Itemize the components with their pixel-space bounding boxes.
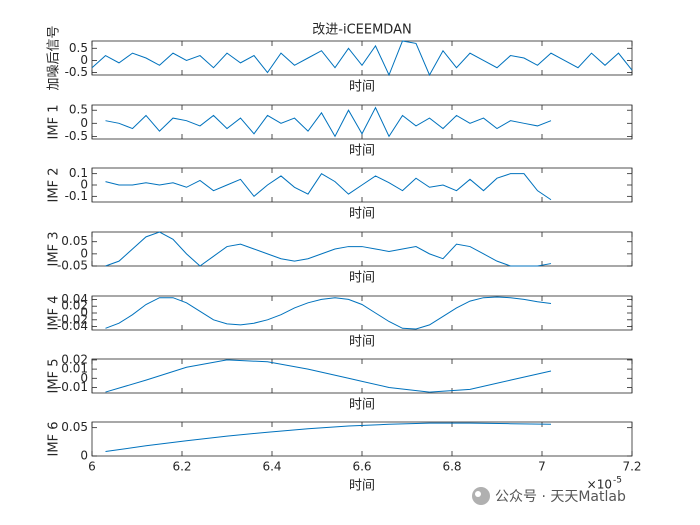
watermark-icon-dot <box>475 491 481 497</box>
x-tick-label: 6 <box>88 460 96 474</box>
y-tick-label: 0 <box>80 449 88 463</box>
x-axis-label: 时间 <box>349 80 375 95</box>
axes-box <box>91 358 633 394</box>
watermark-icon <box>472 487 490 505</box>
y-tick-label: 0 <box>80 306 88 320</box>
y-axis-label: IMF 1 <box>47 105 62 140</box>
y-tick-label: -0.04 <box>57 319 88 333</box>
y-tick-label: 0.05 <box>61 234 88 248</box>
axes-box <box>91 421 633 457</box>
x-tick-label: 6.4 <box>262 460 281 474</box>
series-line <box>105 231 552 267</box>
x-axis-label: 时间 <box>349 271 375 286</box>
series-line <box>91 40 633 77</box>
y-axis-label: IMF 5 <box>47 359 62 394</box>
x-axis-label: 时间 <box>349 335 375 350</box>
x-axis-label: 时间 <box>349 144 375 159</box>
x-tick-label: 7 <box>538 460 546 474</box>
y-tick-label: -0.05 <box>57 259 88 273</box>
subplot: 0 0.05 6 6.2 6.4 6.6 6.8 7 7.2 时间 IMF 6 ×10 -5 <box>47 420 642 493</box>
y-tick-label: 0.05 <box>61 420 88 434</box>
x-axis-label: 时间 <box>349 479 375 494</box>
y-tick-label: 0.04 <box>61 292 88 306</box>
x-tick-label: 6.2 <box>172 460 191 474</box>
y-axis-label: IMF 3 <box>47 232 62 267</box>
y-tick-label: 0 <box>80 246 88 260</box>
y-tick-label: 0 <box>80 53 88 67</box>
x-tick-label: 6.6 <box>352 460 371 474</box>
y-tick-label: 0 <box>80 371 88 385</box>
y-tick-label: 0.1 <box>69 166 88 180</box>
y-tick-label: 0.01 <box>61 362 88 376</box>
x-axis-label: 时间 <box>349 398 375 413</box>
y-axis-label: IMF 4 <box>47 296 62 331</box>
y-axis-label: 加噪后信号 <box>47 25 62 90</box>
y-axis-label: IMF 6 <box>47 422 62 457</box>
watermark-text: 公众号 · 天天Matlab <box>495 489 626 505</box>
watermark: 公众号 · 天天Matlab <box>472 487 626 505</box>
y-axis-label: IMF 2 <box>47 168 62 203</box>
y-tick-label: 0.02 <box>61 352 88 366</box>
axes-box <box>91 231 633 267</box>
y-tick-label: 0 <box>80 116 88 130</box>
x-tick-label: 6.8 <box>442 460 461 474</box>
axes-box <box>91 295 633 331</box>
chart-title: 改进-iCEEMDAN <box>312 23 411 38</box>
series-line <box>105 422 552 452</box>
y-tick-label: -0.1 <box>65 189 88 203</box>
x-multiplier-exponent: -5 <box>613 476 622 486</box>
y-tick-label: 0.5 <box>69 103 88 117</box>
y-tick-label: 0.02 <box>61 299 88 313</box>
series-line <box>105 296 552 330</box>
y-tick-label: 0.5 <box>69 41 88 55</box>
series-line <box>105 172 552 201</box>
x-tick-label: 7.2 <box>622 460 641 474</box>
subplot: -0.100.1 时间 IMF 2 <box>47 166 633 222</box>
x-axis-label: 时间 <box>349 207 375 222</box>
axes-box <box>91 40 633 76</box>
subplot: -0.500.5 时间 IMF 1 <box>47 103 633 159</box>
y-tick-label: -0.5 <box>65 129 88 143</box>
x-multiplier: ×10 <box>587 478 612 492</box>
subplot: -0.500.5 改进-iCEEMDAN 时间 加噪后信号 <box>47 23 633 95</box>
y-tick-label: -0.5 <box>65 65 88 79</box>
y-tick-label: -0.01 <box>57 380 88 394</box>
series-line <box>105 359 552 393</box>
y-tick-label: -0.02 <box>57 312 88 326</box>
y-tick-label: 0 <box>80 178 88 192</box>
series-line <box>105 106 552 138</box>
